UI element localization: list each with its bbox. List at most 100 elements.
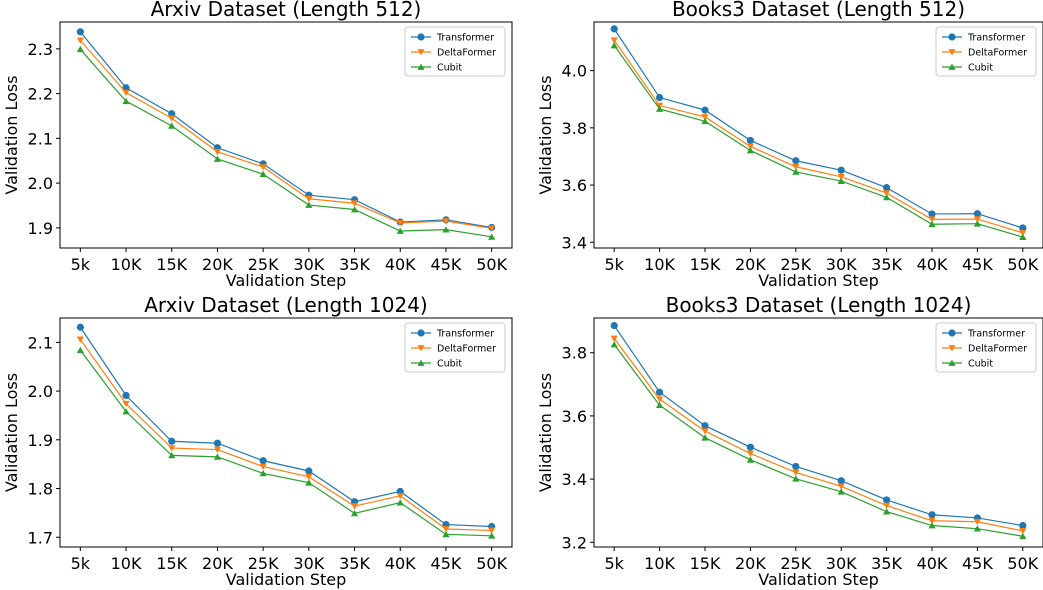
x-tick-label: 45K: [431, 255, 462, 274]
data-point-deltaformer: [928, 216, 936, 223]
data-point-cubit: [213, 453, 222, 460]
x-tick-label: 10K: [644, 255, 675, 274]
x-tick-label: 50K: [476, 255, 507, 274]
legend-marker-transformer: [948, 329, 956, 337]
x-tick-label: 30K: [293, 255, 324, 274]
data-point-deltaformer: [973, 216, 981, 223]
x-tick-label: 5k: [71, 255, 91, 274]
data-point-deltaformer: [1019, 229, 1027, 237]
legend-label-deltaformer: DeltaFormer: [968, 344, 1027, 355]
data-point-deltaformer: [396, 220, 404, 227]
data-point-deltaformer: [882, 190, 891, 197]
x-axis-label: Validation Step: [758, 271, 879, 290]
data-point-cubit: [305, 201, 313, 208]
y-axis-label: Validation Loss: [536, 75, 555, 194]
legend-label-deltaformer: DeltaFormer: [437, 48, 496, 59]
data-point-transformer: [746, 136, 755, 145]
data-point-cubit: [350, 509, 359, 517]
data-point-deltaformer: [488, 527, 496, 534]
y-tick-label: 2.1: [28, 129, 53, 148]
series-line-transformer: [79, 326, 492, 528]
x-tick-label: 15K: [690, 255, 721, 274]
series-line-transformer: [613, 28, 1023, 229]
x-tick-label: 15K: [690, 554, 721, 573]
data-point-cubit: [305, 479, 313, 486]
legend-label-deltaformer: DeltaFormer: [968, 48, 1027, 59]
legend-label-transformer: Transformer: [436, 33, 494, 44]
data-point-cubit: [656, 105, 664, 112]
data-point-deltaformer: [350, 503, 359, 510]
legend-label-deltaformer: DeltaFormer: [437, 344, 496, 355]
legend-marker-transformer: [417, 33, 425, 41]
chart-title: Books3 Dataset (Length 512): [672, 0, 965, 21]
y-axis-label: Validation Loss: [2, 373, 21, 492]
y-tick-label: 3.8: [562, 344, 587, 363]
data-point-cubit: [1019, 233, 1027, 241]
x-axis-label: Validation Step: [758, 570, 879, 589]
y-tick-label: 1.8: [28, 480, 53, 499]
data-point-transformer: [76, 28, 84, 36]
series-line-transformer: [613, 325, 1023, 527]
data-point-deltaformer: [837, 483, 845, 490]
x-tick-label: 25K: [248, 255, 279, 274]
data-point-cubit: [259, 470, 267, 477]
x-tick-label: 30K: [293, 554, 324, 573]
series-line-deltaformer: [79, 339, 492, 532]
data-point-deltaformer: [746, 143, 755, 150]
data-point-transformer: [928, 210, 936, 218]
data-point-deltaformer: [656, 396, 664, 403]
data-point-cubit: [610, 42, 618, 49]
data-point-cubit: [792, 168, 800, 175]
legend-marker-transformer: [417, 329, 425, 337]
legend: Transformer DeltaFormer Cubit: [404, 26, 506, 77]
x-tick-label: 5k: [604, 554, 624, 573]
plot-frame: [593, 21, 1043, 249]
data-point-cubit: [168, 122, 176, 129]
x-tick-label: 40K: [917, 554, 948, 573]
y-tick-label: 1.7: [28, 528, 53, 547]
series-line-deltaformer: [79, 39, 492, 229]
data-point-transformer: [610, 321, 618, 330]
data-point-deltaformer: [701, 428, 709, 435]
legend: Transformer DeltaFormer Cubit: [935, 26, 1037, 77]
chart-panel-1: Arxiv Dataset (Length 512) 5k 10K 15K 20K 25K…: [2, 0, 513, 290]
data-point-deltaformer: [213, 148, 222, 156]
data-point-deltaformer: [168, 445, 176, 452]
data-point-transformer: [701, 106, 709, 114]
data-point-cubit: [76, 45, 84, 53]
y-tick-label: 2.2: [28, 85, 53, 104]
y-axis-label: Validation Loss: [536, 373, 555, 492]
data-point-cubit: [928, 522, 936, 529]
chart-panel-2: Books3 Dataset (Length 512) 5k 10K 15K 20K 25…: [536, 0, 1043, 290]
x-tick-label: 20K: [202, 255, 233, 274]
x-tick-label: 45K: [962, 255, 993, 274]
data-point-cubit: [882, 508, 891, 515]
data-point-deltaformer: [76, 37, 84, 44]
data-point-transformer: [305, 467, 313, 475]
legend: Transformer DeltaFormer Cubit: [935, 322, 1037, 373]
x-tick-label: 5k: [71, 554, 91, 573]
data-point-cubit: [792, 475, 800, 482]
x-tick-label: 50K: [1007, 255, 1038, 274]
legend-marker-deltaformer: [417, 345, 425, 352]
legend-label-cubit: Cubit: [437, 359, 462, 370]
data-point-transformer: [259, 457, 267, 465]
data-point-cubit: [213, 155, 222, 162]
x-tick-label: 35K: [871, 554, 902, 573]
series-line-cubit: [79, 48, 492, 238]
y-tick-label: 2.3: [28, 40, 53, 59]
data-point-cubit: [1019, 532, 1027, 540]
x-tick-label: 25K: [780, 554, 811, 573]
legend-marker-transformer: [948, 33, 956, 41]
plot-frame: [59, 317, 513, 548]
y-tick-label: 2.0: [28, 174, 53, 193]
chart-panel-3: Arxiv Dataset (Length 1024) 5k 10K 15K 20K 25…: [2, 293, 513, 589]
series-line-transformer: [79, 31, 492, 229]
legend-box: [404, 26, 506, 77]
data-point-cubit: [350, 206, 359, 213]
data-point-transformer: [882, 496, 891, 504]
legend-label-transformer: Transformer: [967, 33, 1025, 44]
x-tick-label: 30K: [826, 554, 857, 573]
x-tick-label: 10K: [644, 554, 675, 573]
